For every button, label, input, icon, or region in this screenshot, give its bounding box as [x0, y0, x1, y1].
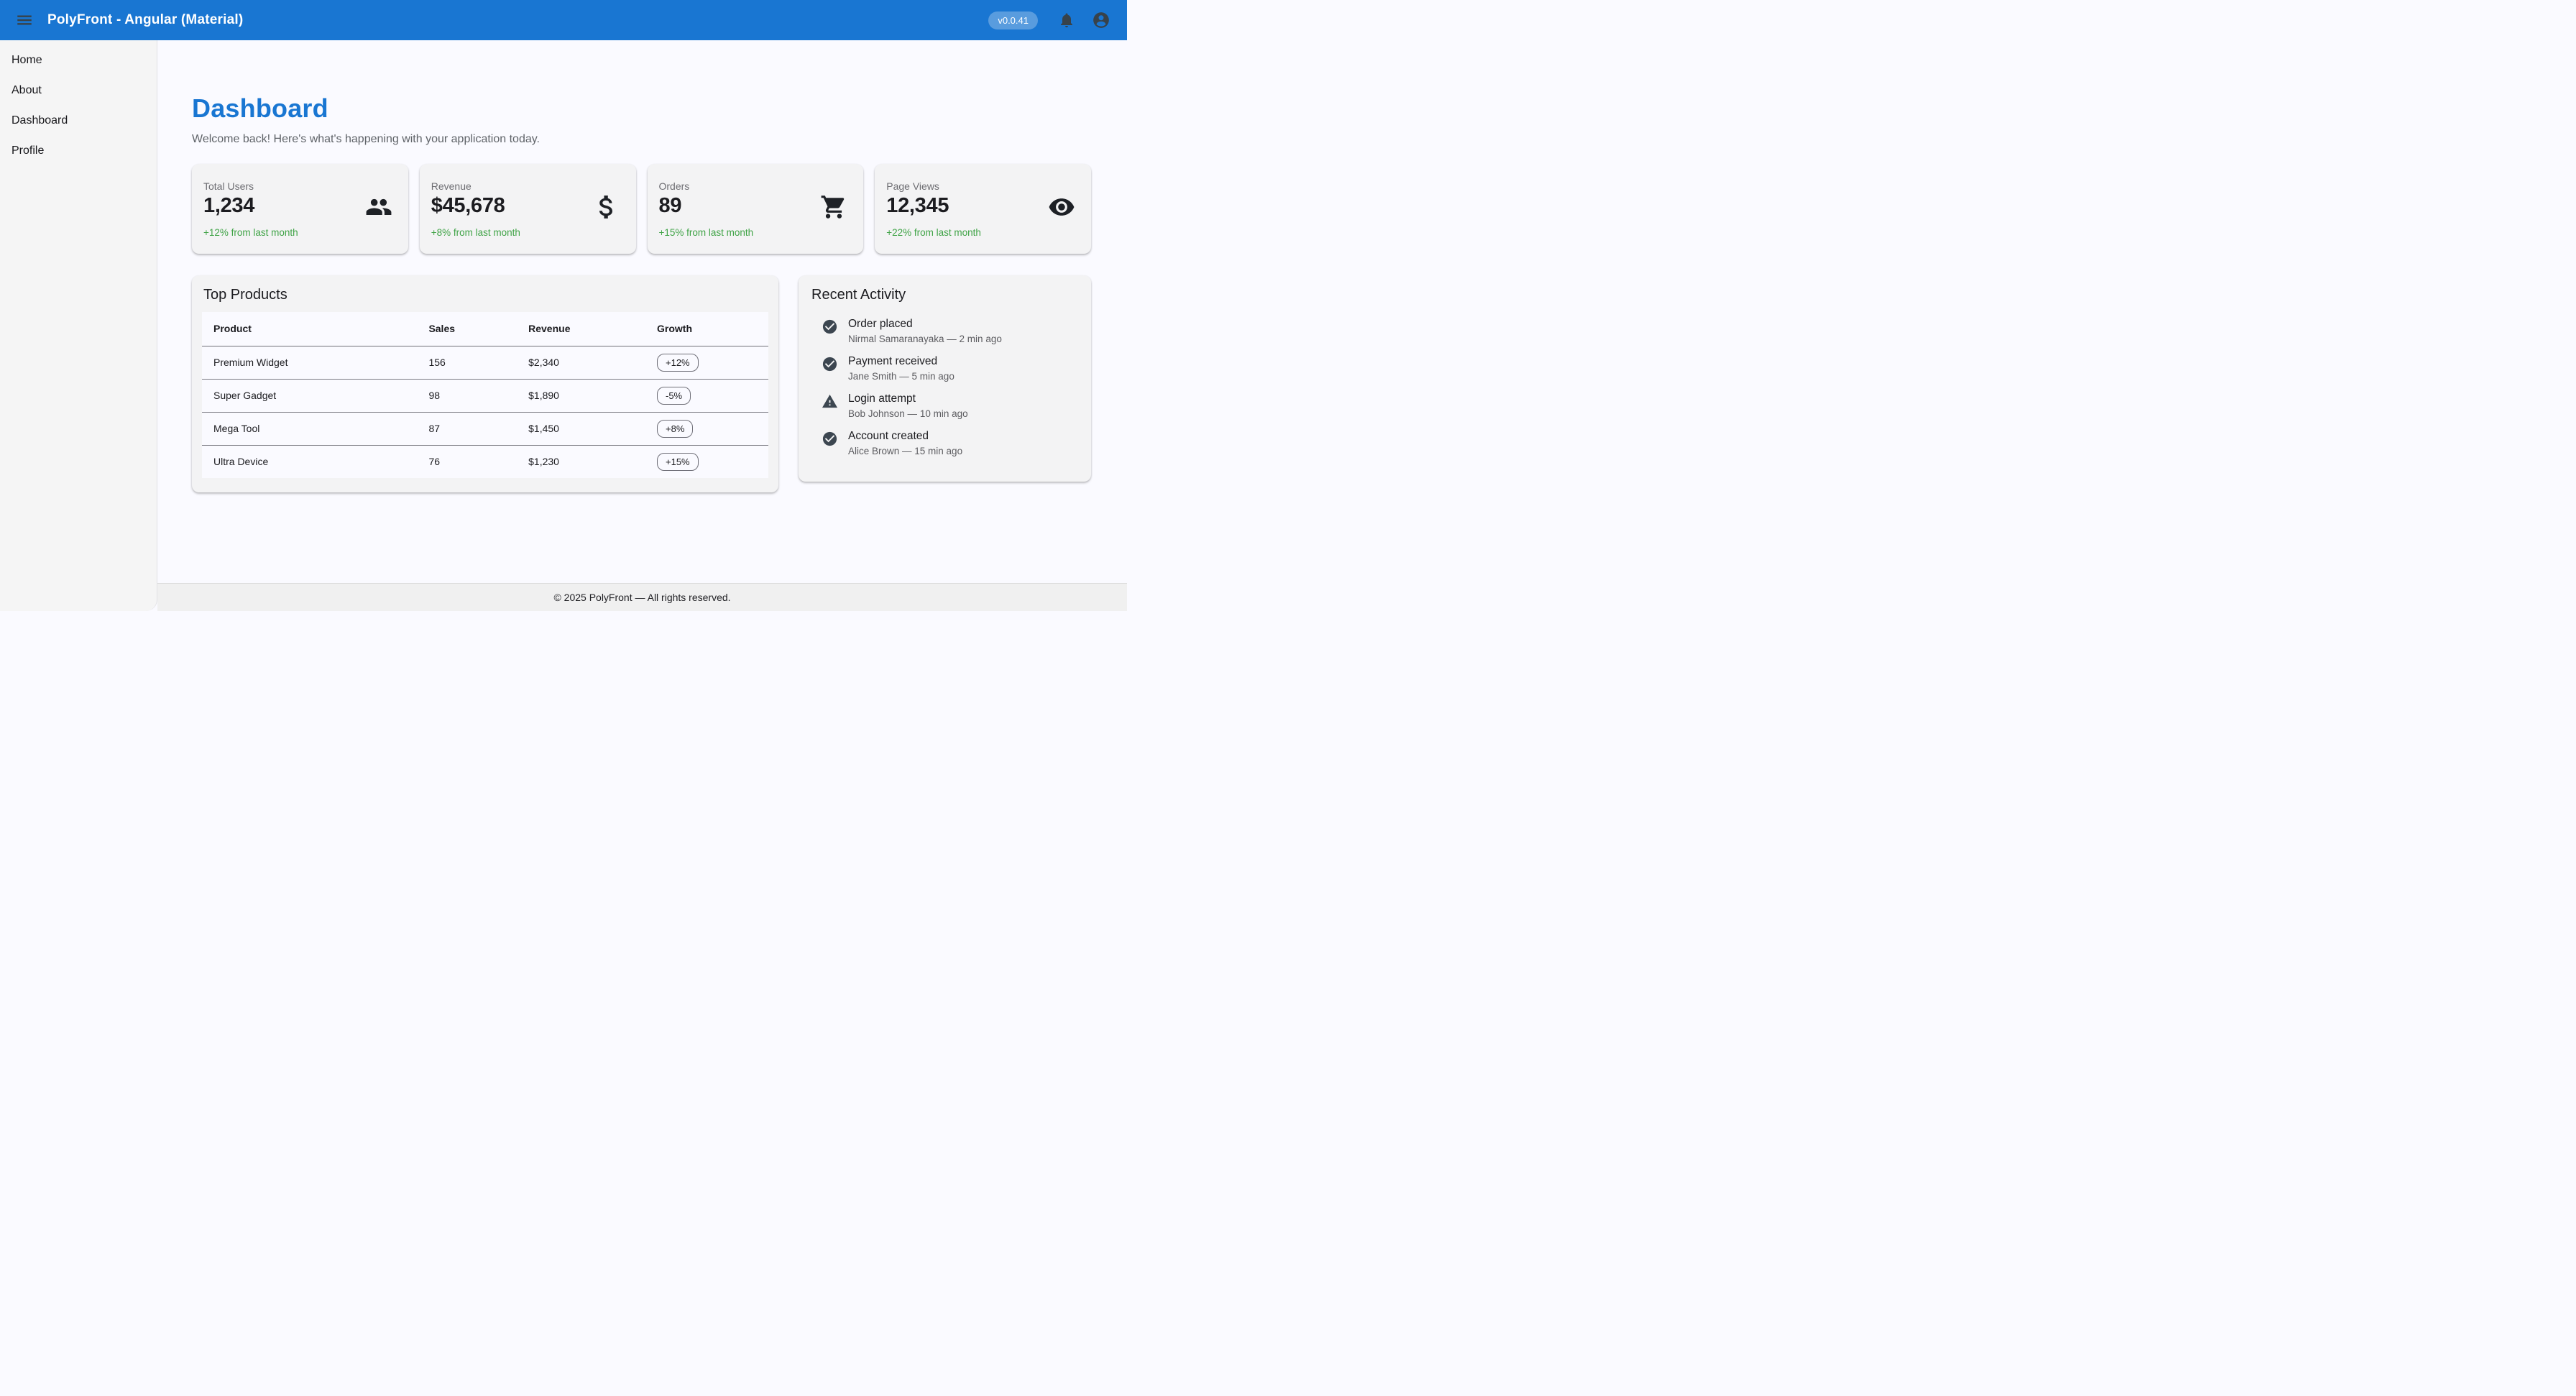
sidebar-item-home[interactable]: Home [12, 54, 42, 66]
stat-value: 12,345 [886, 194, 949, 217]
page-content: Dashboard Welcome back! Here's what's ha… [157, 40, 1127, 583]
app-toolbar: PolyFront - Angular (Material) v0.0.41 [0, 0, 1127, 40]
activity-meta: Nirmal Samaranayaka — 2 min ago [848, 334, 1002, 344]
activity-meta: Bob Johnson — 10 min ago [848, 408, 968, 419]
cell-revenue: $1,230 [528, 456, 559, 468]
hamburger-icon [15, 11, 34, 29]
growth-chip: +15% [657, 452, 699, 471]
bell-icon [1058, 12, 1075, 29]
column-header-revenue: Revenue [517, 312, 645, 346]
cart-icon [820, 193, 847, 220]
cell-revenue: $1,450 [517, 412, 645, 446]
table-row: Mega Tool 87 $1,450 +8% [202, 412, 768, 446]
cell-growth: +12% [645, 346, 768, 380]
sidebar: Home About Dashboard Profile [0, 40, 157, 611]
growth-chip: +8% [657, 419, 694, 438]
stat-value: $45,678 [431, 194, 505, 217]
activity-meta: Jane Smith — 5 min ago [848, 371, 954, 382]
top-products-table: Product Sales Revenue Growth Premium Widget… [202, 312, 768, 478]
cell-growth: +15% [645, 445, 768, 478]
table-row: Super Gadget 98 $1,890 -5% [202, 379, 768, 413]
stat-value: 1,234 [203, 194, 255, 217]
cell-product: Super Gadget [202, 379, 418, 413]
stat-label: Total Users [203, 180, 254, 192]
cell-revenue: $1,890 [517, 379, 645, 413]
cell-sales: 76 [428, 456, 441, 468]
check-circle-icon [822, 318, 838, 344]
stat-label: Revenue [431, 180, 472, 192]
warning-icon [822, 393, 838, 419]
stat-value: 89 [658, 194, 682, 217]
stat-delta: +22% from last month [886, 227, 981, 238]
growth-chip: +12% [657, 353, 699, 372]
stat-delta: +8% from last month [431, 227, 520, 238]
activity-text: Order placed Nirmal Samaranayaka — 2 min… [848, 318, 1002, 344]
notifications-button[interactable] [1055, 9, 1078, 32]
page-subtitle: Welcome back! Here's what's happening wi… [192, 133, 540, 145]
check-circle-icon [822, 431, 838, 456]
sidebar-nav: Home About Dashboard Profile [0, 45, 157, 166]
cell-growth: +8% [645, 412, 768, 446]
growth-chip: -5% [657, 386, 691, 405]
stat-card-page-views: Page Views 12,345 +22% from last month [875, 164, 1091, 254]
panels-row: Top Products Product Sales Revenue Growth P… [192, 275, 1091, 492]
activity-title: Login attempt [848, 392, 916, 405]
footer-text: © 2025 PolyFront — All rights reserved. [553, 592, 731, 603]
stat-delta: +12% from last month [203, 227, 298, 238]
activity-title: Order placed [848, 318, 913, 330]
activity-item: Account created Alice Brown — 15 min ago [822, 430, 1080, 456]
top-products-title: Top Products [203, 287, 288, 303]
app-shell: Home About Dashboard Profile Dashboard Welc… [0, 40, 1127, 611]
activity-item: Payment received Jane Smith — 5 min ago [822, 355, 1080, 382]
menu-button[interactable] [13, 9, 36, 32]
sidebar-item-dashboard[interactable]: Dashboard [12, 114, 68, 127]
sidebar-item-profile[interactable]: Profile [12, 144, 45, 157]
cell-sales: 156 [417, 346, 518, 380]
table-header-row: Product Sales Revenue Growth [202, 312, 768, 346]
people-icon [365, 193, 392, 220]
top-products-card: Top Products Product Sales Revenue Growth P… [192, 275, 778, 492]
stat-label: Page Views [886, 180, 939, 192]
recent-activity-card: Recent Activity Order placed Nirmal Sama… [799, 275, 1091, 482]
sidebar-item-about[interactable]: About [12, 84, 42, 96]
account-button[interactable] [1090, 9, 1113, 32]
app-title: PolyFront - Angular (Material) [47, 12, 244, 27]
cell-revenue: $2,340 [517, 346, 645, 380]
stat-delta: +15% from last month [658, 227, 754, 238]
activity-item: Order placed Nirmal Samaranayaka — 2 min… [822, 318, 1080, 344]
activity-meta: Alice Brown — 15 min ago [848, 446, 963, 456]
cell-sales: 98 [417, 379, 518, 413]
activity-text: Payment received Jane Smith — 5 min ago [848, 355, 954, 382]
page-title: Dashboard [192, 93, 328, 123]
activity-text: Account created Alice Brown — 15 min ago [848, 430, 962, 456]
column-header-sales: Sales [417, 312, 518, 346]
activity-item: Login attempt Bob Johnson — 10 min ago [822, 392, 1080, 419]
stat-card-total-users: Total Users 1,234 +12% from last month [192, 164, 408, 254]
column-header-growth: Growth [645, 312, 768, 346]
activity-list: Order placed Nirmal Samaranayaka — 2 min… [810, 318, 1080, 456]
recent-activity-title: Recent Activity [811, 287, 906, 303]
activity-text: Login attempt Bob Johnson — 10 min ago [848, 392, 968, 419]
activity-title: Payment received [848, 355, 938, 367]
stats-row: Total Users 1,234 +12% from last month R… [192, 164, 1091, 254]
cell-sales: 87 [417, 412, 518, 446]
footer: © 2025 PolyFront — All rights reserved. [157, 583, 1127, 611]
version-badge: v0.0.41 [988, 11, 1038, 29]
stat-card-orders: Orders 89 +15% from last month [647, 164, 864, 254]
check-circle-icon [822, 356, 838, 382]
cell-product: Mega Tool [202, 412, 418, 446]
table-row: Ultra Device 76 $1,230 +15% [202, 445, 768, 478]
activity-title: Account created [848, 430, 929, 442]
stat-card-revenue: Revenue $45,678 +8% from last month [419, 164, 636, 254]
dollar-icon [593, 193, 620, 220]
column-header-product: Product [202, 312, 418, 346]
account-circle-icon [1092, 11, 1110, 29]
cell-product: Ultra Device [213, 456, 269, 468]
main-column: Dashboard Welcome back! Here's what's ha… [157, 40, 1127, 611]
cell-growth: -5% [645, 379, 768, 413]
eye-icon [1048, 193, 1075, 220]
table-row: Premium Widget 156 $2,340 +12% [202, 346, 768, 380]
cell-product: Premium Widget [202, 346, 418, 380]
stat-label: Orders [658, 180, 690, 192]
